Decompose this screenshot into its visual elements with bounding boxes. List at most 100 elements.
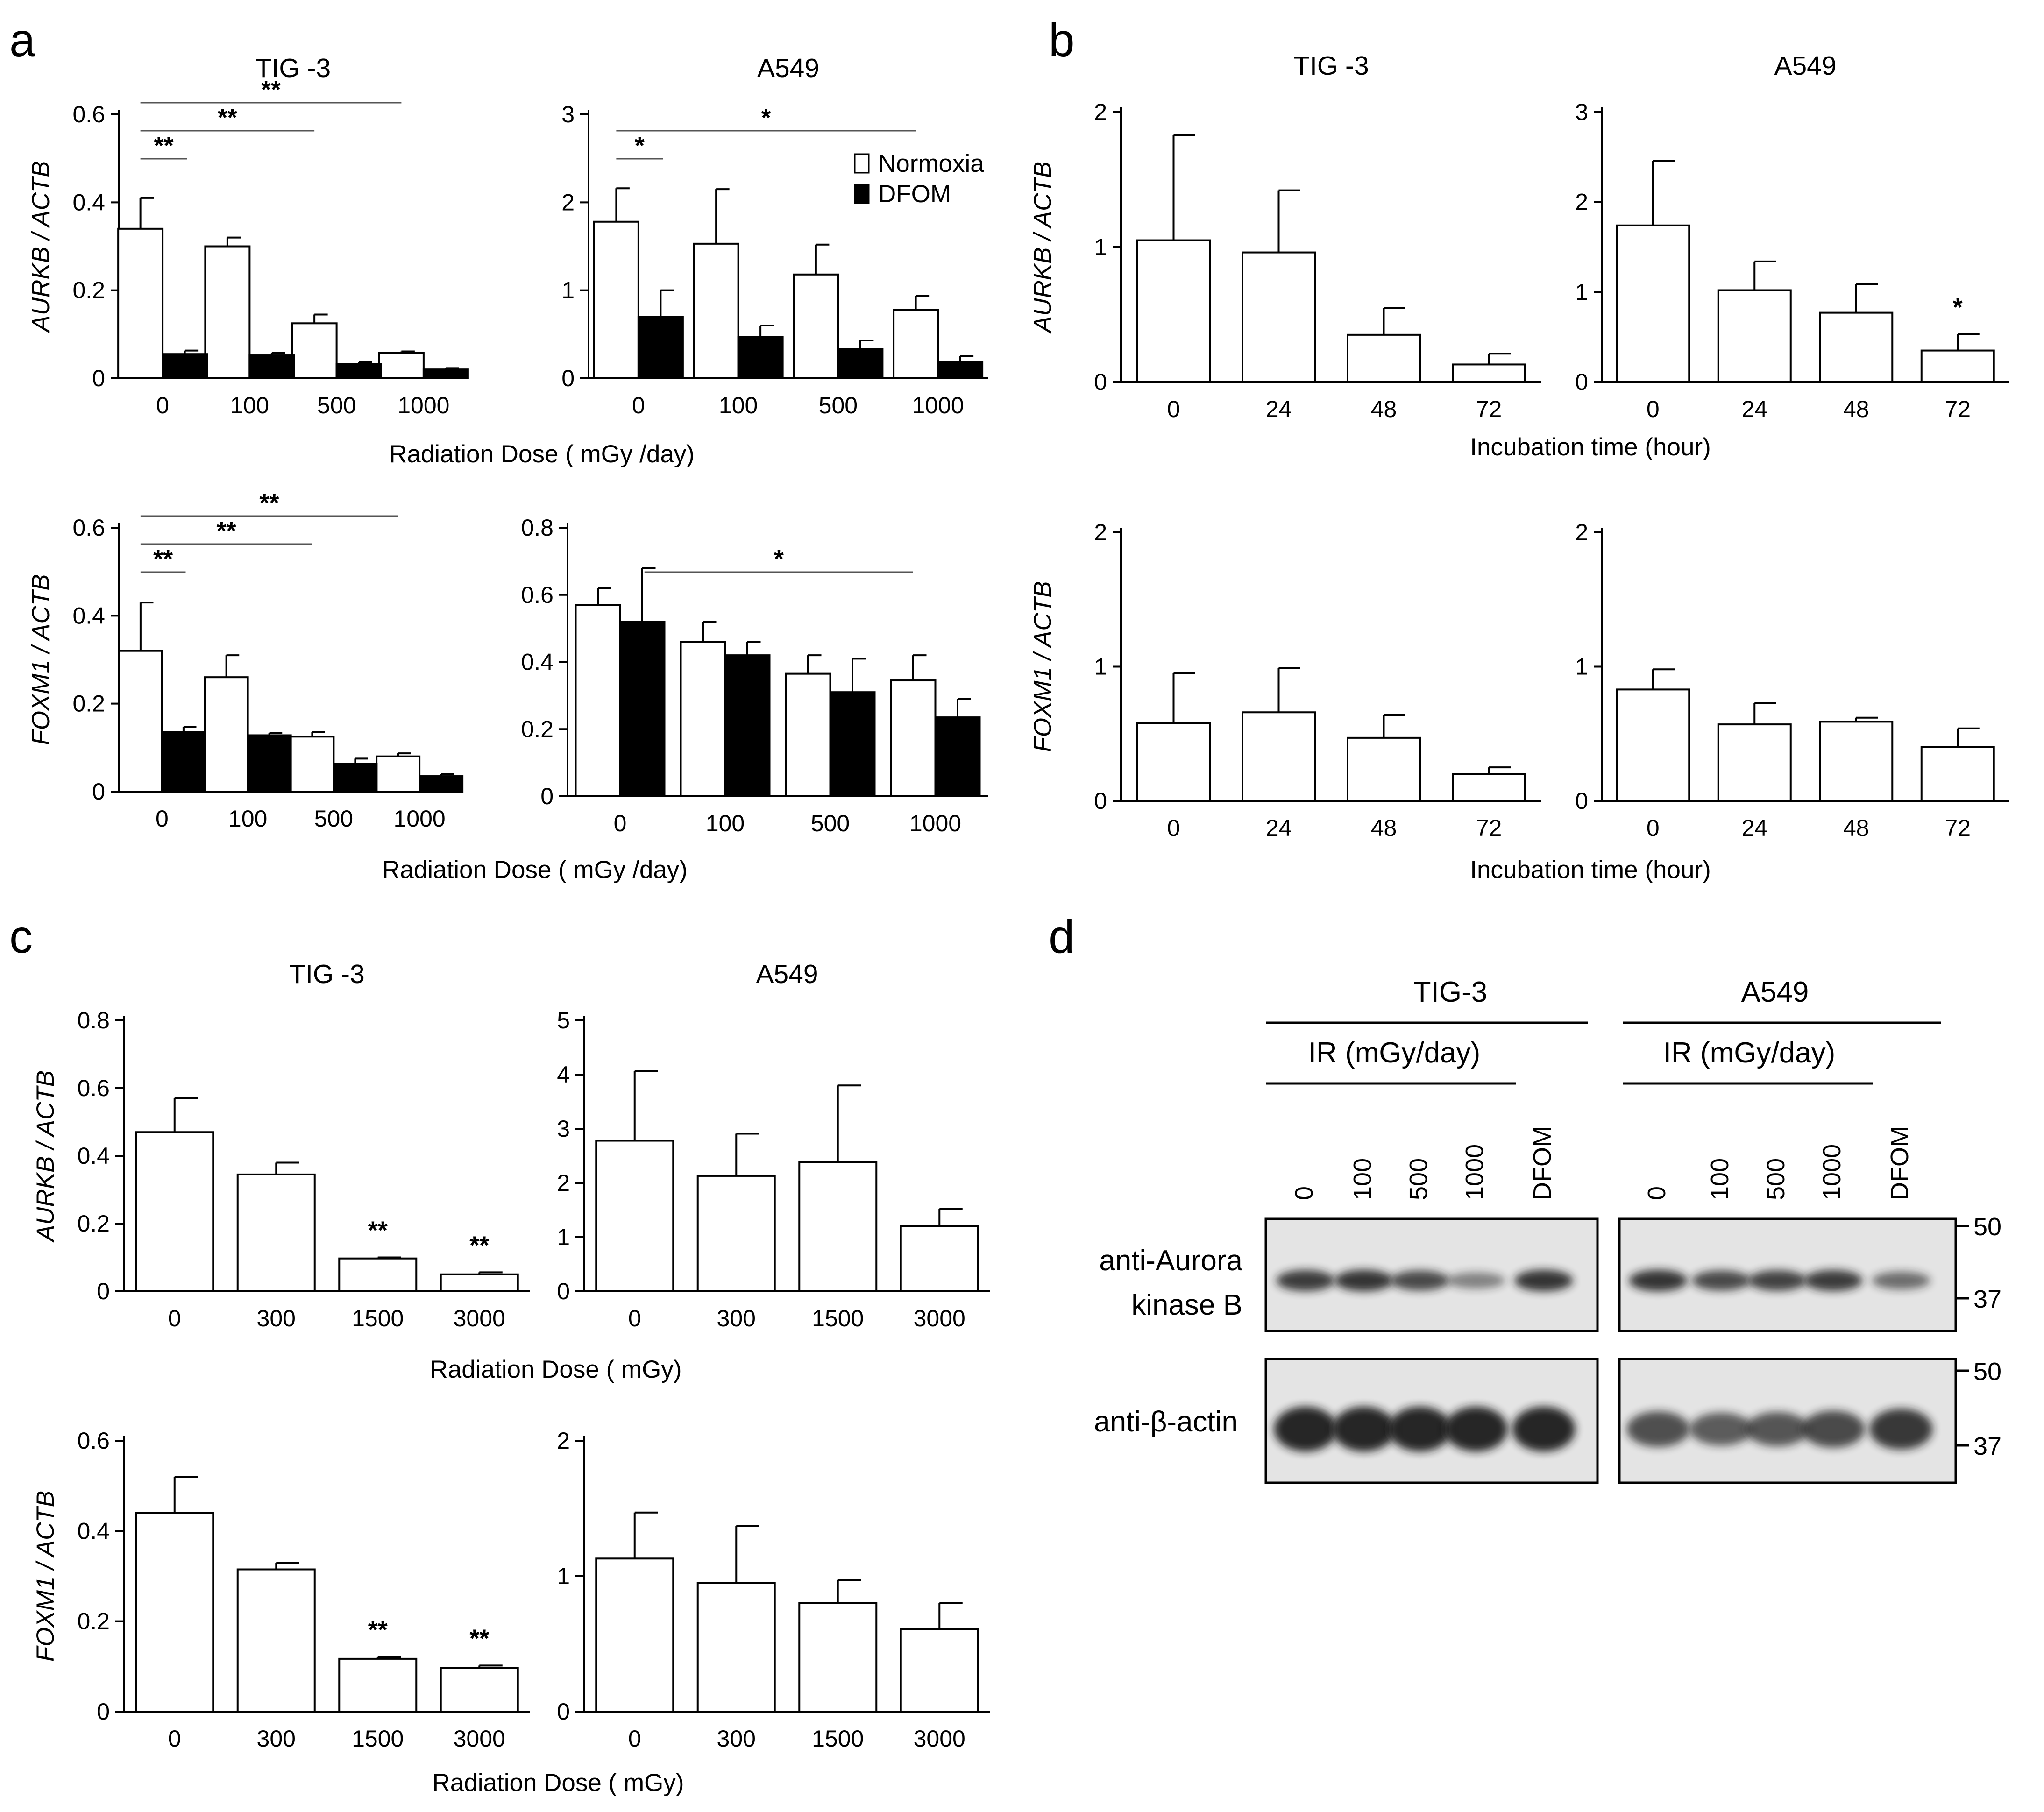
chart-title: TIG -3 [256, 53, 331, 83]
y-axis-label: AURKB / ACTB [27, 161, 55, 333]
x-tick-label: 1500 [812, 1726, 864, 1752]
chart-title: A549 [756, 959, 818, 989]
y-tick-label: 2 [557, 1170, 570, 1196]
lane-label: 1000 [1461, 1144, 1489, 1200]
x-tick-label: 72 [1945, 396, 1971, 422]
bar [595, 1557, 674, 1713]
y-tick-label: 2 [557, 1428, 570, 1454]
bar [291, 322, 338, 380]
marker-50-actin: 50 [1973, 1358, 2001, 1386]
y-tick-label: 2 [1094, 99, 1107, 125]
lane-label: 100 [1348, 1158, 1377, 1200]
x-tick-label: 0 [1167, 396, 1180, 422]
bar [785, 672, 831, 797]
y-tick-label: 0.8 [77, 1007, 110, 1033]
significance-label: * [635, 132, 645, 160]
bar [440, 1273, 519, 1292]
y-tick-label: 3 [557, 1116, 570, 1142]
lane-label: 0 [1643, 1186, 1671, 1200]
bar [440, 1667, 519, 1713]
chart-b-foxm1-tig3: 0 1 2 0 24 48 72 FOXM1 / ACTB [1029, 519, 1541, 841]
blot-bands [1274, 1270, 1933, 1451]
bar [1819, 311, 1894, 383]
y-tick-label: 1 [1094, 654, 1107, 680]
x-tick-label: 0 [168, 1726, 181, 1752]
bar [1452, 773, 1526, 802]
blot-lane-labels: 0 100 500 1000 DFOM 0 100 500 1000 DFOM [1290, 1126, 1914, 1200]
y-tick-label: 0.2 [72, 277, 105, 304]
x-tick-label: 300 [257, 1726, 296, 1752]
significance-mark: ** [469, 1231, 489, 1259]
bar [893, 309, 939, 379]
bar [161, 731, 206, 793]
bar [118, 650, 163, 793]
y-tick-label: 1 [557, 1563, 570, 1589]
chart-title: A549 [1774, 51, 1836, 81]
bar [248, 354, 295, 379]
x-tick-label: 0 [156, 806, 169, 832]
x-tick-label: 0 [628, 1305, 641, 1331]
lane-label: 0 [1290, 1186, 1318, 1200]
y-axis-label: AURKB / ACTB [32, 1070, 59, 1243]
significance-mark: ** [368, 1616, 388, 1644]
x-tick-label: 500 [811, 810, 850, 836]
x-tick-label: 1500 [812, 1305, 864, 1331]
x-tick-label: 1500 [352, 1726, 404, 1752]
y-tick-label: 3 [1575, 99, 1588, 125]
bar [335, 363, 382, 379]
legend-swatch-dfom [854, 184, 870, 204]
bar [595, 1140, 674, 1293]
blot-row-label-aurora-1: anti-Aurora [1099, 1245, 1242, 1277]
x-tick-label: 24 [1266, 396, 1292, 422]
y-tick-label: 1 [1575, 279, 1588, 305]
blot-group-title-a549: A549 [1741, 976, 1809, 1008]
chart-title: TIG -3 [289, 959, 365, 989]
western-blot: TIG-3 IR (mGy/day) A549 IR (mGy/day) 0 10… [1094, 976, 2001, 1484]
blot-row-label-actin: anti-β-actin [1094, 1406, 1238, 1438]
x-tick-label: 1000 [397, 392, 449, 418]
x-tick-label: 1000 [909, 810, 961, 836]
bar [793, 273, 839, 379]
y-tick-label: 0 [97, 1278, 110, 1304]
y-tick-label: 0.8 [521, 515, 554, 541]
x-tick-label: 72 [1476, 815, 1502, 841]
lane-label: DFOM [1886, 1126, 1914, 1200]
significance-mark: ** [469, 1624, 489, 1652]
y-tick-label: 0 [561, 365, 575, 391]
y-tick-label: 0.2 [77, 1608, 110, 1635]
x-tick-label: 48 [1371, 815, 1397, 841]
y-axis-label: FOXM1 / ACTB [27, 574, 55, 745]
aurora-band [1804, 1270, 1863, 1291]
y-tick-label: 0 [97, 1699, 110, 1725]
bar [696, 1582, 776, 1713]
bar [1242, 251, 1316, 383]
chart-b-aurkb-a549: 0 1 2 3 0 24 48 72 A549 * [1575, 51, 2009, 422]
y-tick-label: 0 [1094, 369, 1107, 395]
x-tick-label: 300 [717, 1305, 756, 1331]
bar [376, 755, 421, 793]
chart-title: A549 [757, 53, 819, 83]
lane-label: 500 [1405, 1158, 1433, 1200]
legend-swatch-normoxia [854, 153, 870, 174]
actin-band [1512, 1407, 1576, 1451]
marker-50-aurora: 50 [1973, 1213, 2001, 1241]
bar [204, 676, 249, 793]
legend: Normoxia DFOM [854, 150, 984, 208]
bar [575, 604, 621, 797]
bar [204, 245, 251, 379]
bar [236, 1568, 316, 1713]
x-tick-label: 0 [632, 392, 645, 418]
blot-ir-label-a549: IR (mGy/day) [1663, 1037, 1836, 1069]
x-tick-label: 1000 [912, 392, 964, 418]
y-tick-label: 2 [1575, 519, 1588, 545]
x-tick-label: 72 [1945, 815, 1971, 841]
significance-mark: * [1953, 293, 1963, 321]
bar [378, 352, 425, 380]
y-tick-label: 0.4 [77, 1143, 110, 1169]
chart-c-aurkb-tig3: 0 0.2 0.4 0.6 0.8 0 300 1500 3000 TIG -3 AURKB / A… [32, 959, 530, 1331]
bar [593, 220, 639, 379]
bar [693, 242, 739, 379]
y-tick-label: 0.2 [72, 691, 105, 717]
bar [1136, 239, 1211, 383]
lane-label: 1000 [1818, 1144, 1846, 1200]
